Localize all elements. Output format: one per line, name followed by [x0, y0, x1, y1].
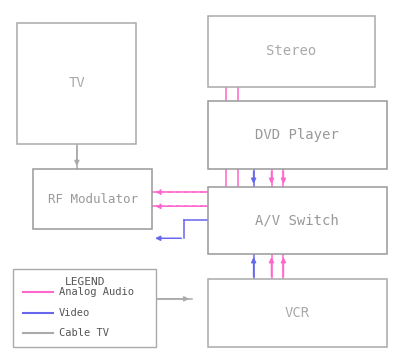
FancyBboxPatch shape — [208, 187, 387, 254]
FancyBboxPatch shape — [17, 23, 136, 144]
FancyBboxPatch shape — [208, 101, 387, 169]
Text: Video: Video — [59, 308, 90, 318]
Text: TV: TV — [68, 76, 85, 90]
Text: VCR: VCR — [285, 306, 310, 320]
Text: DVD Player: DVD Player — [256, 128, 339, 142]
Text: LEGEND: LEGEND — [64, 278, 105, 288]
Text: Analog Audio: Analog Audio — [59, 287, 134, 297]
FancyBboxPatch shape — [208, 279, 387, 347]
FancyBboxPatch shape — [33, 169, 152, 229]
Text: A/V Switch: A/V Switch — [256, 214, 339, 228]
Text: Stereo: Stereo — [266, 44, 316, 58]
FancyBboxPatch shape — [208, 16, 375, 87]
Text: RF Modulator: RF Modulator — [48, 192, 138, 206]
Text: Cable TV: Cable TV — [59, 328, 109, 339]
FancyBboxPatch shape — [13, 269, 156, 347]
